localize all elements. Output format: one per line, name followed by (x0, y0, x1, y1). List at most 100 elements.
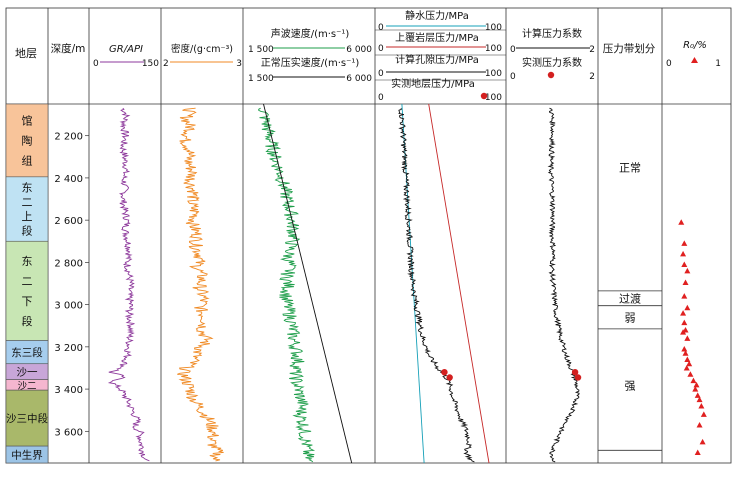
sonic-scale-min: 1 500 (248, 45, 274, 55)
ro-header: R₀/% (683, 40, 707, 51)
frame-lines (5, 7, 732, 464)
normal-trend-scale-max: 6 000 (346, 74, 372, 84)
coef-calc-header: 计算压力系数 (522, 27, 582, 40)
data-layer (107, 103, 707, 464)
pore-measured-legend-dot (480, 92, 488, 100)
pore-calc-scale-max: 100 (485, 69, 502, 79)
coef-calc-curve (547, 107, 580, 463)
depth-label-5: 3 200 (54, 343, 83, 354)
pore-measured-header: 实测地层压力/MPa (391, 77, 475, 90)
ro-point-1 (681, 240, 688, 246)
density-header: 密度/(g·cm⁻³) (171, 43, 233, 55)
density-scale-min: 2 (163, 59, 169, 69)
overburden-line (428, 103, 490, 464)
pore-calc-header: 计算孔隙压力/MPa (395, 53, 479, 66)
strata-label-1: 东二上段 (22, 182, 33, 238)
ro-point-2 (680, 250, 687, 257)
depth-label-7: 3 600 (54, 427, 83, 438)
gr-curve (107, 107, 150, 462)
ro-point-13 (681, 345, 688, 352)
strata-label-6: 沙三中段 (6, 412, 48, 425)
strata-block-0 (5, 103, 49, 178)
coef-measured-header: 实测压力系数 (522, 56, 582, 69)
gr-scale-max: 150 (142, 59, 159, 69)
sonic-scale-max: 6 000 (346, 45, 372, 55)
overburden-scale-max: 100 (485, 44, 502, 54)
ro-point-8 (680, 310, 687, 316)
density-scale-max: 3 (236, 59, 242, 69)
ro-point-19 (690, 377, 697, 384)
pore-measured-point-0 (441, 368, 448, 376)
ro-scale-max: 1 (715, 59, 721, 69)
depth-label-4: 3 000 (54, 301, 83, 312)
zone-label-2: 弱 (625, 311, 636, 324)
coef-calc-scale-min: 0 (510, 45, 516, 55)
depth-axis: 2 200 2 400 2 600 2 800 3 000 3 200 3 400 3 600 (54, 132, 89, 438)
depth-label-0: 2 200 (54, 132, 83, 143)
ro-point-16 (686, 360, 693, 367)
coef-measured-legend-dot (547, 71, 555, 79)
ro-point-17 (683, 364, 690, 371)
ro-point-28 (694, 449, 701, 455)
strata-label-3: 东三段 (11, 346, 43, 359)
strata-block-6 (5, 389, 49, 447)
hydrostatic-scale-max: 100 (485, 23, 502, 33)
coef-calc-scale-max: 2 (589, 45, 595, 55)
normal-trend-scale-min: 1 500 (248, 74, 274, 84)
ro-point-4 (684, 267, 691, 274)
coef-measured-scale-min: 0 (510, 72, 516, 82)
normal-trend-header: 正常压实速度/(m·s⁻¹) (261, 56, 360, 69)
depth-label-2: 2 600 (54, 216, 83, 227)
hydrostatic-header: 静水压力/MPa (405, 9, 469, 22)
gr-scale-min: 0 (93, 59, 99, 69)
coef-measured-point-0 (571, 368, 579, 376)
legend-samples (100, 25, 698, 100)
ro-point-27 (699, 438, 706, 445)
ro-point-12 (684, 335, 691, 341)
ro-point-18 (687, 371, 694, 377)
strata-block-1 (5, 176, 49, 242)
header-labels: 地层 深度/m GR/API 0 150 密度/(g·cm⁻³) 2 3 声波速… (15, 9, 721, 103)
strata-label-2: 东二下段 (22, 255, 33, 328)
zone-label-1: 过渡 (619, 291, 641, 305)
ro-point-14 (682, 350, 689, 356)
ro-point-23 (696, 396, 703, 403)
pore-calc-curve (398, 108, 475, 463)
gr-header: GR/API (109, 44, 143, 55)
ro-legend-marker (691, 57, 698, 63)
ro-point-11 (680, 329, 687, 335)
ro-point-21 (692, 386, 699, 392)
ro-point-25 (700, 411, 707, 417)
sonic-curve (258, 107, 316, 463)
ro-point-20 (693, 381, 700, 388)
ro-point-5 (682, 279, 689, 285)
hydrostatic-line (401, 103, 425, 464)
hydrostatic-scale-min: 0 (378, 23, 384, 33)
depth-label-3: 2 800 (54, 258, 83, 269)
sonic-header: 声波速度/(m·s⁻¹) (271, 27, 350, 40)
strata-label-4: 沙一 (17, 367, 38, 379)
ro-point-24 (698, 402, 705, 409)
ro-point-3 (681, 261, 688, 267)
overburden-scale-min: 0 (378, 44, 384, 54)
normal-trend-line (263, 103, 353, 464)
zone-label-3: 强 (625, 380, 636, 393)
strata-header: 地层 (15, 47, 37, 60)
ro-point-22 (694, 392, 701, 398)
strata-label-7: 中生界 (11, 449, 43, 462)
strata-block-7 (5, 445, 49, 464)
pore-calc-scale-min: 0 (378, 69, 384, 79)
depth-header: 深度/m (51, 42, 86, 55)
ro-scale-min: 0 (666, 59, 672, 69)
depth-label-6: 3 400 (54, 385, 83, 396)
coef-measured-point-1 (574, 374, 582, 381)
zone-label-0: 正常 (619, 161, 641, 174)
depth-label-1: 2 400 (54, 174, 83, 185)
pore-measured-point-1 (446, 374, 453, 381)
ro-point-9 (681, 319, 688, 326)
strata-block-2 (5, 240, 49, 341)
strata-label-5: 沙二 (17, 381, 36, 392)
